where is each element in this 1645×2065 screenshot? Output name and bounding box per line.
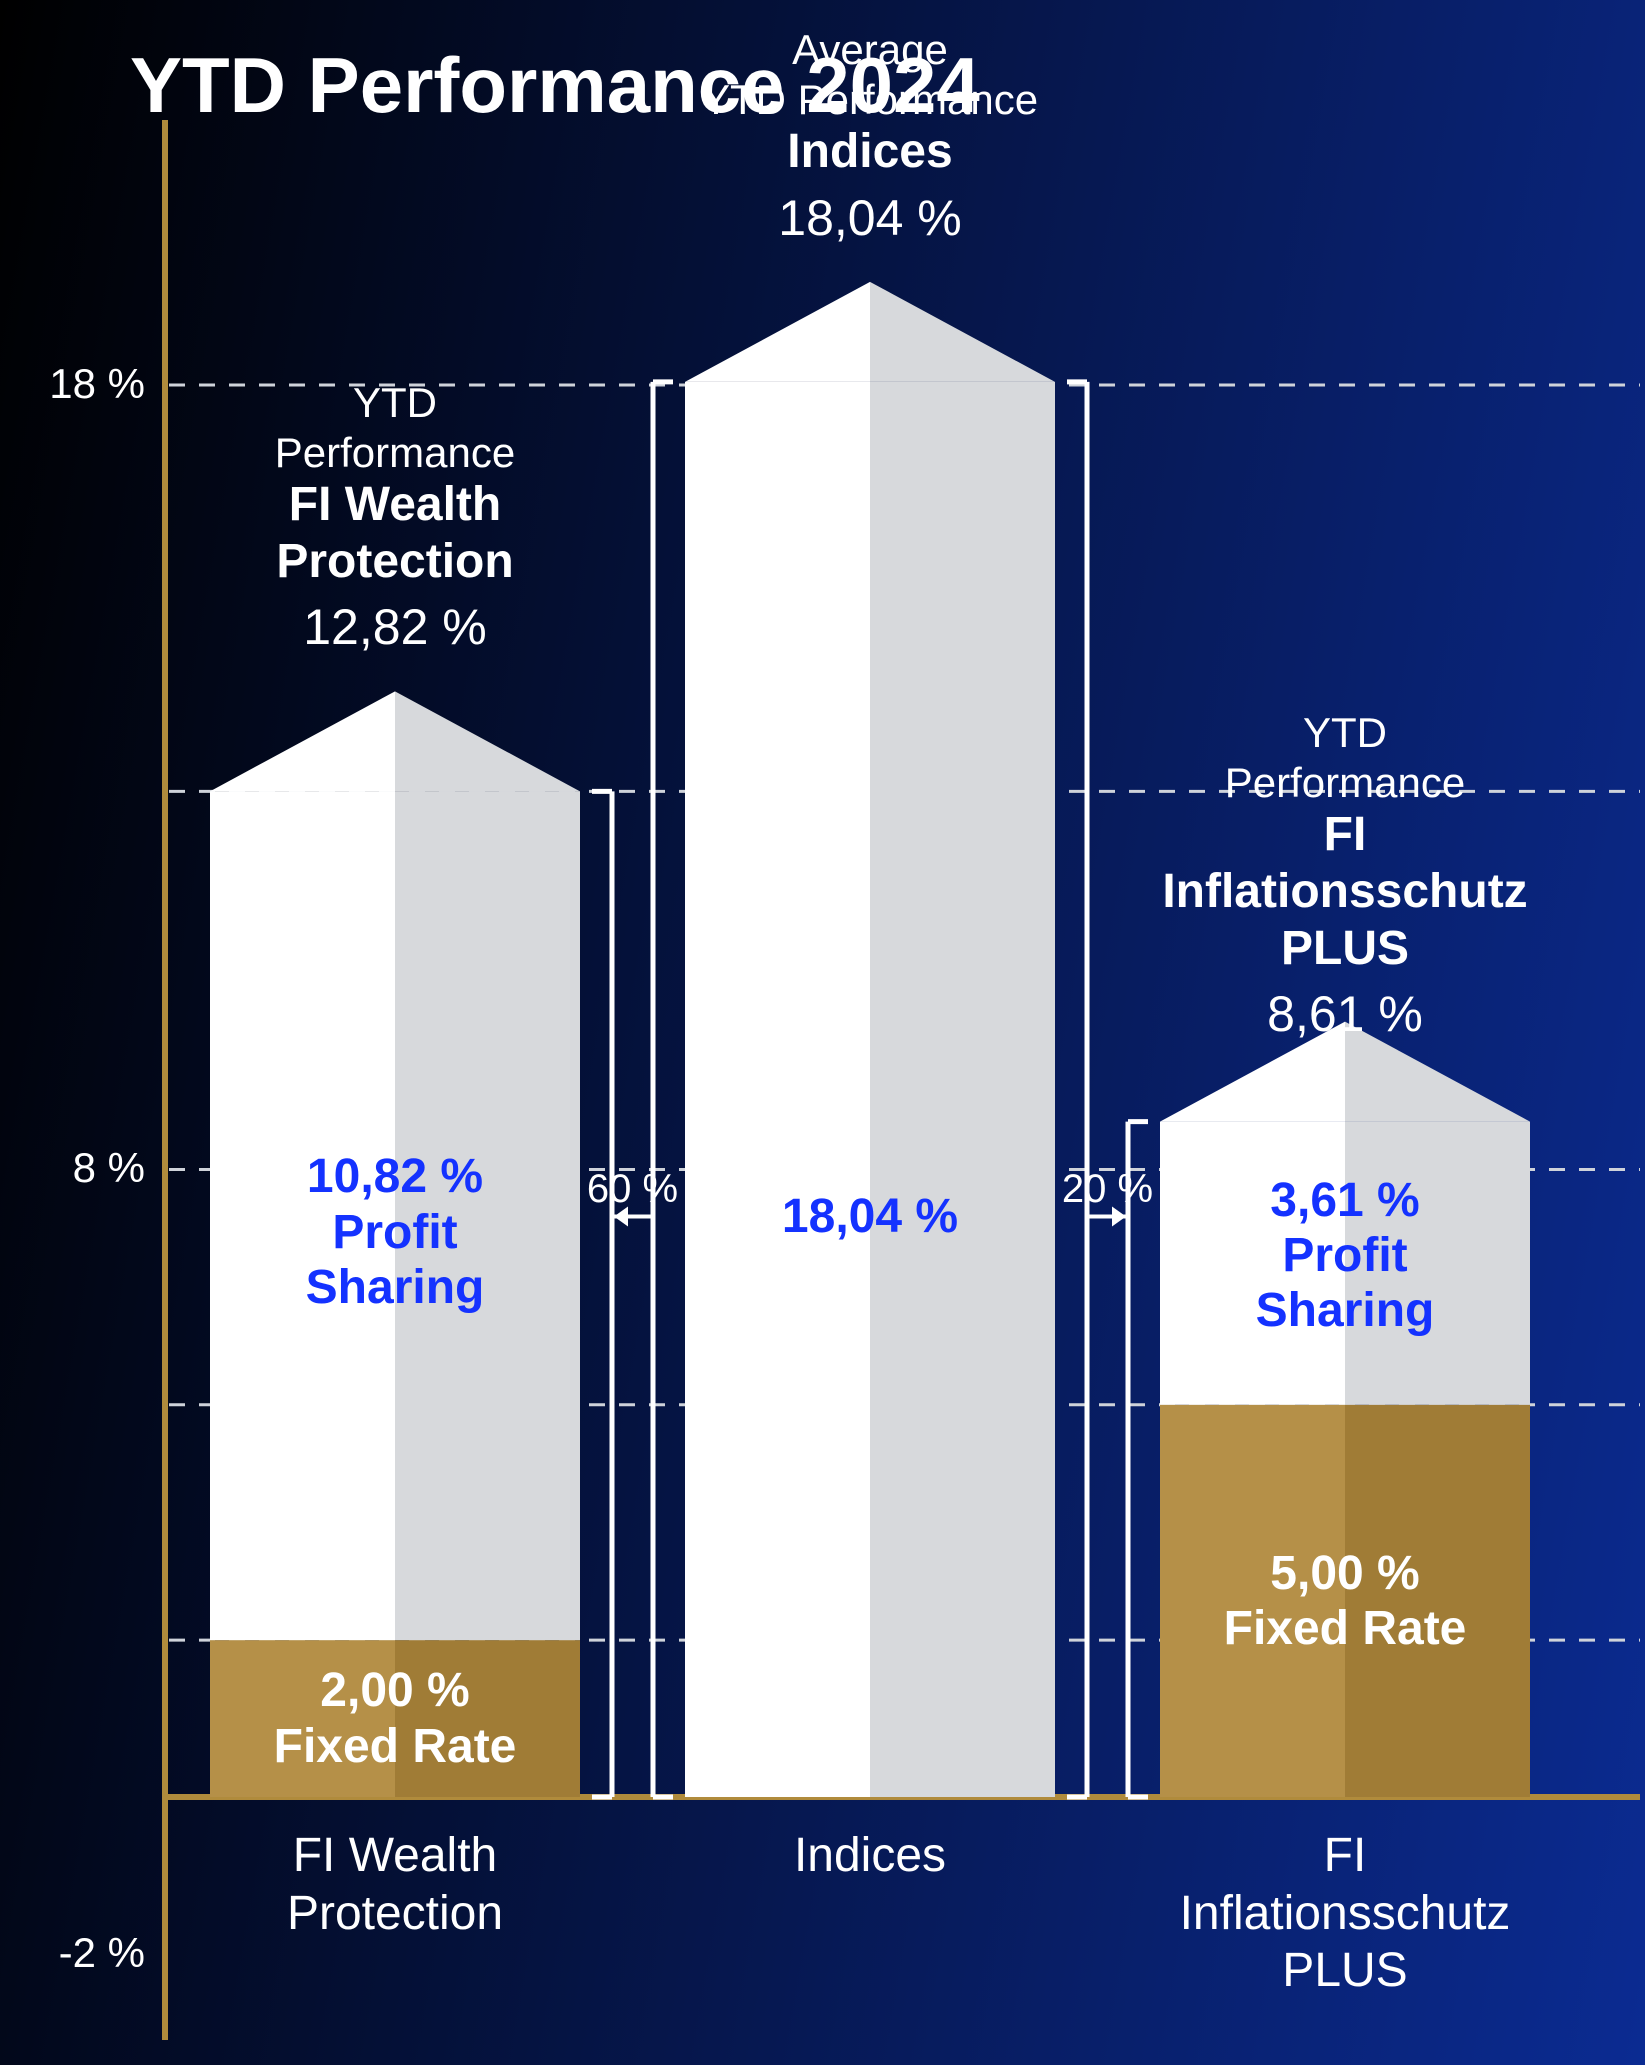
segment-label: 18,04 % bbox=[782, 1189, 958, 1244]
segment-label: 3,61 %ProfitSharing bbox=[1256, 1173, 1435, 1339]
bar-header: YTDPerformanceFI WealthProtection12,82 % bbox=[275, 378, 515, 657]
segment-label: 5,00 %Fixed Rate bbox=[1224, 1546, 1467, 1656]
bar-axis-label: Indices bbox=[794, 1827, 946, 1885]
ytick-label: 18 % bbox=[49, 360, 145, 408]
ytick-label: -2 % bbox=[59, 1929, 145, 1977]
ytick-label: 8 % bbox=[73, 1144, 145, 1192]
bar-axis-label: FI WealthProtection bbox=[287, 1827, 503, 1942]
segment-label: 2,00 %Fixed Rate bbox=[274, 1663, 517, 1773]
segment-label: 10,82 %ProfitSharing bbox=[306, 1149, 485, 1315]
bar-axis-label: FI InflationsschutzPLUS bbox=[1180, 1827, 1511, 2000]
chart-title: YTD Performance 2024 bbox=[130, 40, 980, 131]
share-arrow-label: 60 % bbox=[587, 1167, 678, 1212]
bar-header: YTDPerformanceFI InflationsschutzPLUS8,6… bbox=[1162, 708, 1527, 1044]
chart-stage: 18 % 8 % -2 % 2,00 %Fixed Rate 10,82 %Profit… bbox=[0, 0, 1645, 2065]
share-arrow-label: 20 % bbox=[1062, 1167, 1153, 1212]
